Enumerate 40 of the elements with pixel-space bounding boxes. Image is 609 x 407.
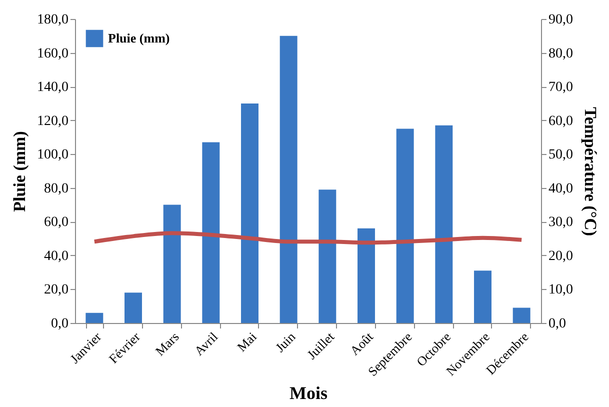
y2-axis-title: Température (°C) — [581, 106, 600, 236]
y-tick-label: 0,0 — [51, 316, 68, 332]
x-tick-label: Mars — [152, 329, 182, 359]
line-series — [92, 231, 524, 245]
x-tick-label: Juin — [272, 328, 299, 356]
y2-tick-label: 80,0 — [548, 46, 573, 62]
y-tick-label: 120,0 — [37, 114, 68, 129]
y2-tick-label: 0,0 — [548, 316, 566, 332]
y-tick-label: 160,0 — [37, 46, 68, 62]
bar — [202, 142, 220, 323]
y2-tick-label: 30,0 — [548, 215, 573, 230]
bar — [124, 292, 142, 323]
y2-tick-label: 10,0 — [548, 282, 573, 298]
bar — [358, 228, 375, 323]
bar — [474, 270, 492, 323]
y2-tick-label: 60,0 — [548, 114, 573, 129]
y-tick-label: 20,0 — [44, 282, 68, 298]
y-tick-label: 180,0 — [37, 12, 68, 28]
legend-label: Pluie (mm) — [108, 30, 170, 46]
y-tick-label: 100,0 — [37, 148, 68, 163]
y-tick-label: 80,0 — [44, 181, 68, 196]
y-axis-title: Pluie (mm) — [10, 131, 29, 212]
bar — [86, 312, 104, 323]
y-tick-label: 140,0 — [37, 80, 68, 96]
bar — [396, 128, 414, 323]
y2-tick-label: 20,0 — [548, 248, 573, 264]
y2-tick-label: 50,0 — [548, 148, 573, 163]
bar — [241, 103, 258, 323]
x-tick-label: Mai — [234, 328, 260, 355]
bar — [435, 125, 453, 323]
bar — [163, 204, 181, 323]
bar — [318, 190, 336, 323]
bar — [280, 36, 298, 323]
y2-tick-label: 90,0 — [548, 12, 573, 28]
y-tick-label: 60,0 — [44, 215, 68, 230]
y2-tick-label: 70,0 — [548, 80, 573, 96]
bar — [512, 308, 530, 323]
y2-tick-label: 40,0 — [548, 181, 573, 196]
y-tick-label: 40,0 — [44, 248, 68, 264]
x-axis-title: Mois — [290, 383, 328, 403]
